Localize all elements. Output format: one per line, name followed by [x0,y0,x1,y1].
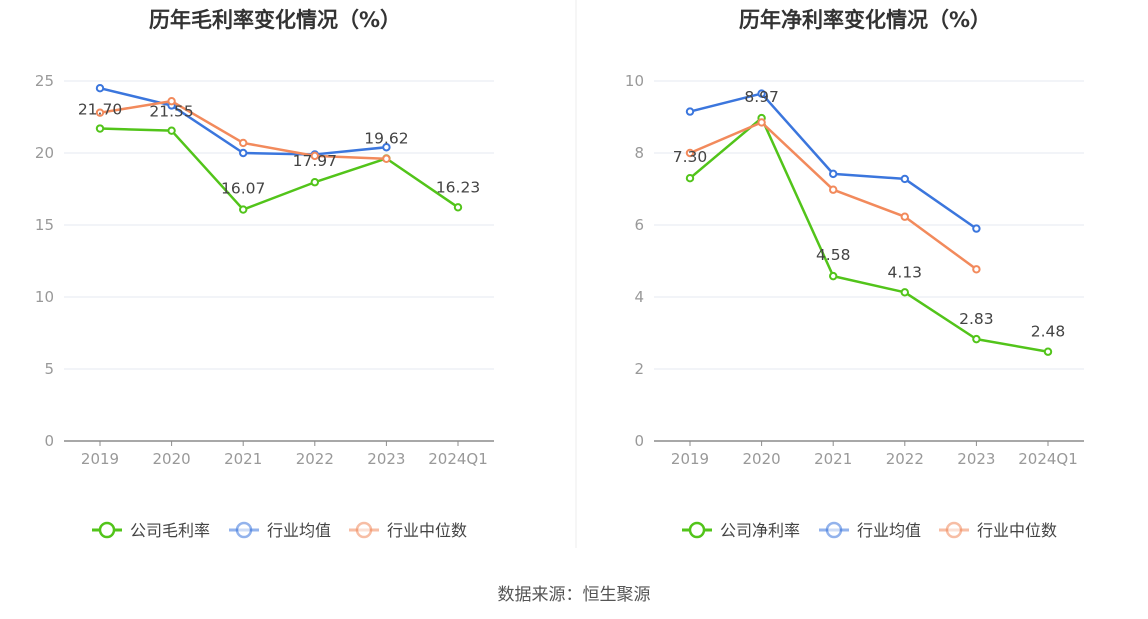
data-label: 16.23 [436,178,480,196]
data-point-公司净利率 [1043,347,1053,356]
chart-title-gross-margin: 历年毛利率变化情况（%） [148,8,402,32]
data-point-公司净利率 [972,334,981,344]
data-point-行业中位数 [310,151,319,161]
data-label: 19.62 [364,129,408,147]
data-point-行业均值 [685,107,695,116]
legend-label: 公司净利率 [720,521,800,540]
data-point-行业中位数 [972,265,981,274]
legend-marker [825,521,843,539]
legend-label: 行业中位数 [977,521,1057,540]
data-label: 4.13 [888,263,923,281]
legend-marker [688,521,706,539]
x-tick-label: 2021 [814,450,852,468]
data-label: 17.97 [293,152,337,170]
legend-marker [235,521,253,539]
series-line-行业均值 [689,92,978,230]
legend-marker [945,521,963,539]
data-label: 2.48 [1031,323,1066,341]
legend-marker [98,521,116,539]
data-point-行业中位数 [829,185,838,194]
data-point-行业均值 [382,143,391,152]
legend-label: 行业均值 [267,521,331,540]
x-tick-label: 2024Q1 [1018,450,1078,468]
data-label: 2.83 [959,310,994,328]
data-label: 16.07 [221,180,265,198]
data-label: 21.70 [78,101,122,119]
data-point-行业均值 [900,174,909,184]
data-label: 8.97 [744,88,779,106]
data-label: 4.58 [816,246,851,264]
data-point-行业均值 [757,89,766,98]
data-point-行业均值 [239,148,248,158]
data-point-公司毛利率 [310,178,319,187]
y-tick-label: 6 [634,216,644,234]
data-point-行业均值 [95,84,105,93]
y-tick-label: 0 [44,432,54,450]
x-tick-label: 2022 [296,450,334,468]
data-point-行业均值 [972,224,981,233]
data-point-行业中位数 [167,96,176,106]
y-tick-label: 4 [634,288,644,306]
data-point-行业中位数 [900,212,909,221]
data-point-行业中位数 [685,148,695,158]
legend-label: 公司毛利率 [130,521,210,540]
x-tick-label: 2019 [671,450,709,468]
data-point-行业中位数 [95,108,105,117]
legend-marker [355,521,373,539]
y-tick-label: 25 [35,72,54,90]
legend-label: 行业均值 [857,521,921,540]
data-point-行业中位数 [382,154,391,163]
series-line-公司毛利率 [99,127,459,211]
data-point-行业中位数 [239,138,248,148]
data-label: 7.30 [673,148,708,166]
data-point-公司毛利率 [453,203,463,212]
y-tick-label: 10 [625,72,644,90]
data-point-公司毛利率 [239,205,248,214]
data-point-公司净利率 [685,174,695,183]
data-point-公司净利率 [900,288,909,297]
x-tick-label: 2020 [743,450,781,468]
y-tick-label: 0 [634,432,644,450]
y-tick-label: 2 [634,360,644,378]
y-tick-label: 10 [35,288,54,306]
data-point-行业均值 [829,169,838,179]
chart-title-net-margin: 历年净利率变化情况（%） [738,8,992,32]
x-tick-label: 2024Q1 [428,450,488,468]
y-tick-label: 8 [634,144,644,162]
x-tick-label: 2020 [153,450,191,468]
y-tick-label: 15 [35,216,54,234]
x-tick-label: 2019 [81,450,119,468]
data-label: 21.55 [149,103,193,121]
data-point-公司毛利率 [95,124,105,133]
data-point-行业中位数 [757,118,766,127]
legend-label: 行业中位数 [387,521,467,540]
x-tick-label: 2023 [957,450,995,468]
data-source-note: 数据来源：恒生聚源 [497,585,651,605]
y-tick-label: 5 [44,360,54,378]
x-tick-label: 2021 [224,450,262,468]
data-point-公司净利率 [829,271,838,281]
data-point-公司毛利率 [167,126,176,135]
x-tick-label: 2022 [886,450,924,468]
x-tick-label: 2023 [367,450,405,468]
y-tick-label: 20 [35,144,54,162]
